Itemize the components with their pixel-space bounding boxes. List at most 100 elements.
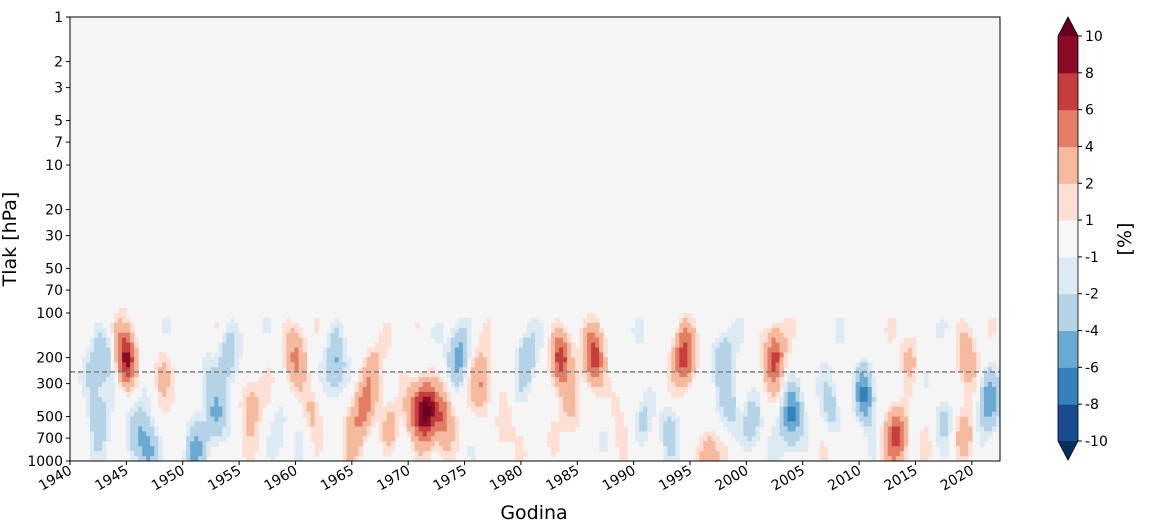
contour-cell	[278, 436, 284, 442]
contour-cell	[767, 441, 773, 447]
contour-cell	[122, 357, 127, 363]
contour-cell	[583, 372, 588, 378]
contour-cell	[342, 436, 348, 442]
contour-cell	[114, 347, 119, 354]
contour-cell	[134, 436, 139, 442]
contour-cell	[382, 451, 388, 457]
contour-cell	[514, 396, 520, 403]
contour-cell	[478, 357, 484, 363]
contour-cell	[955, 332, 961, 339]
contour-cell	[358, 391, 364, 398]
contour-cell	[350, 436, 356, 442]
contour-cell	[643, 436, 648, 442]
contour-cell	[667, 436, 672, 442]
contour-cell	[595, 327, 600, 334]
contour-cell	[402, 401, 408, 408]
contour-cell	[134, 411, 139, 418]
contour-cell	[226, 372, 231, 378]
contour-cell	[314, 416, 320, 423]
contour-cell	[595, 332, 600, 339]
contour-cell	[286, 377, 292, 383]
contour-cell	[891, 327, 897, 334]
contour-cell	[482, 362, 488, 368]
contour-cell	[911, 337, 917, 344]
contour-cell	[591, 372, 596, 378]
contour-cell	[298, 347, 304, 354]
contour-cell	[234, 357, 239, 363]
contour-cell	[358, 436, 364, 442]
contour-cell	[310, 406, 316, 413]
contour-cell	[150, 456, 155, 461]
contour-cell	[294, 347, 300, 354]
contour-cell	[795, 436, 801, 442]
contour-cell	[338, 367, 344, 373]
contour-cell	[90, 436, 95, 442]
contour-cell	[911, 352, 917, 358]
contour-cell	[771, 456, 777, 461]
contour-cell	[943, 322, 949, 329]
contour-cell	[94, 382, 99, 388]
contour-cell	[522, 352, 528, 358]
contour-cell	[563, 367, 568, 373]
contour-cell	[567, 352, 572, 358]
contour-cell	[262, 322, 268, 329]
contour-cell	[583, 322, 588, 329]
contour-cell	[194, 456, 199, 461]
contour-cell	[731, 327, 737, 334]
contour-cell	[202, 377, 207, 383]
contour-cell	[274, 431, 280, 437]
contour-cell	[955, 327, 961, 334]
contour-cell	[134, 362, 139, 368]
contour-cell	[667, 367, 672, 373]
contour-cell	[899, 421, 905, 428]
contour-cell	[334, 387, 340, 393]
contour-cell	[138, 411, 143, 418]
contour-cell	[959, 352, 965, 358]
contour-cell	[486, 327, 492, 334]
contour-cell	[210, 372, 215, 378]
contour-cell	[366, 416, 372, 423]
contour-cell	[146, 416, 151, 423]
contour-cell	[382, 436, 388, 442]
contour-cell	[551, 342, 556, 349]
contour-cell	[731, 426, 737, 432]
contour-cell	[891, 451, 897, 457]
contour-cell	[603, 391, 608, 398]
contour-cell	[967, 347, 973, 354]
contour-cell	[855, 387, 861, 393]
contour-cell	[987, 327, 993, 334]
contour-cell	[723, 411, 729, 418]
contour-cell	[442, 441, 448, 447]
contour-cell	[150, 426, 155, 432]
contour-cell	[370, 421, 376, 428]
contour-cell	[154, 426, 159, 432]
contour-cell	[867, 426, 873, 432]
contour-cell	[719, 347, 725, 354]
contour-cell	[466, 317, 472, 324]
contour-cell	[462, 352, 468, 358]
contour-cell	[767, 352, 773, 358]
contour-cell	[823, 362, 829, 368]
contour-cell	[94, 406, 99, 413]
contour-cell	[286, 317, 292, 324]
contour-cell	[86, 367, 91, 373]
contour-cell	[687, 342, 692, 349]
contour-cell	[535, 317, 540, 324]
contour-cell	[330, 327, 336, 334]
contour-cell	[434, 327, 440, 334]
contour-cell	[314, 446, 320, 452]
contour-cell	[967, 357, 973, 363]
contour-cell	[226, 426, 231, 432]
contour-cell	[731, 342, 737, 349]
contour-cell	[907, 362, 913, 368]
contour-cell	[603, 352, 608, 358]
contour-cell	[955, 362, 961, 368]
contour-cell	[90, 451, 95, 457]
contour-cell	[238, 347, 243, 354]
contour-cell	[739, 436, 745, 442]
contour-cell	[226, 327, 231, 334]
contour-cell	[114, 352, 119, 358]
contour-cell	[450, 342, 456, 349]
contour-cell	[887, 411, 893, 418]
contour-cell	[110, 391, 115, 398]
